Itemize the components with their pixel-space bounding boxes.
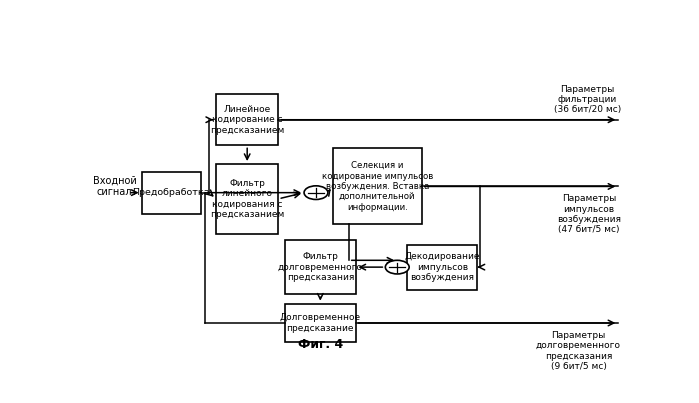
Bar [216,94,278,145]
Text: Предобработка: Предобработка [133,188,210,197]
Text: Декодирование
импульсов
возбуждения: Декодирование импульсов возбуждения [405,252,480,282]
Text: Селекция и
кодирование импульсов
возбуждения. Вставка
дополнительной
информации.: Селекция и кодирование импульсов возбужд… [322,161,433,212]
Bar [216,164,278,234]
Bar [407,245,477,290]
Circle shape [304,186,328,199]
Text: Фиг. 4: Фиг. 4 [298,338,343,351]
Circle shape [385,260,409,274]
Text: Параметры
фильтрации
(36 бит/20 мс): Параметры фильтрации (36 бит/20 мс) [554,85,621,114]
Bar [285,303,356,343]
Text: Линейное
кодирование с
предсказанием: Линейное кодирование с предсказанием [210,105,284,135]
Text: Параметры
долговременного
предсказания
(9 бит/5 мс): Параметры долговременного предсказания (… [536,331,621,371]
Text: Фильтр
долговременного
предсказания: Фильтр долговременного предсказания [278,252,363,282]
Text: Параметры
импульсов
возбуждения
(47 бит/5 мс): Параметры импульсов возбуждения (47 бит/… [557,194,621,235]
Bar [285,240,356,294]
Text: Входной
сигнал: Входной сигнал [93,176,136,197]
Bar [141,172,201,214]
Bar [333,148,422,224]
Text: Долговременное
предсказание: Долговременное предсказание [280,313,361,333]
Text: Фильтр
линейного
кодирования с
предсказанием: Фильтр линейного кодирования с предсказа… [210,179,284,219]
